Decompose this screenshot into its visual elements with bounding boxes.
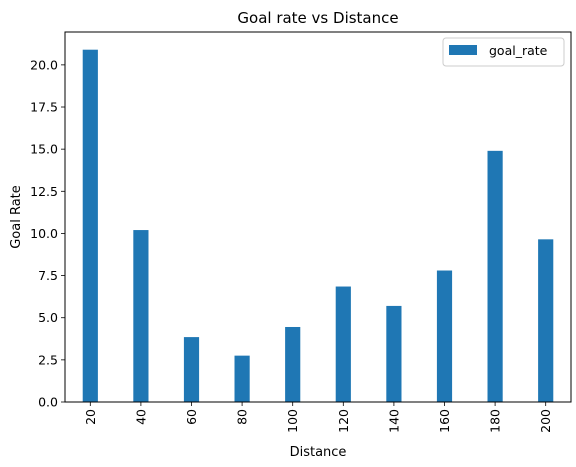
bar-140 bbox=[386, 305, 402, 402]
legend-swatch bbox=[449, 45, 477, 55]
x-tick-label: 200 bbox=[538, 409, 553, 433]
y-tick-label: 7.5 bbox=[38, 268, 58, 283]
x-tick-label: 100 bbox=[285, 409, 300, 433]
bar-80 bbox=[234, 355, 250, 402]
y-tick-label: 2.5 bbox=[38, 352, 58, 367]
legend-label: goal_rate bbox=[489, 43, 548, 58]
y-tick-label: 17.5 bbox=[30, 100, 58, 115]
y-axis-ticks: 0.0 2.5 5.0 7.5 10.0 12.5 15.0 17.5 20.0 bbox=[30, 57, 65, 410]
x-tick-label: 20 bbox=[83, 409, 98, 425]
y-tick-label: 10.0 bbox=[30, 226, 58, 241]
x-tick-label: 140 bbox=[386, 409, 401, 433]
bars-group bbox=[82, 49, 554, 402]
plot-area-frame bbox=[64, 31, 572, 403]
x-axis-ticks: 20 40 60 80 100 120 140 160 180 200 bbox=[83, 402, 553, 433]
x-tick-label: 160 bbox=[437, 409, 452, 433]
x-axis-label: Distance bbox=[290, 445, 347, 460]
bar-40 bbox=[133, 230, 149, 402]
y-tick-label: 12.5 bbox=[30, 184, 58, 199]
y-tick-label: 0.0 bbox=[38, 395, 58, 410]
legend: goal_rate bbox=[442, 37, 565, 67]
x-tick-label: 120 bbox=[336, 409, 351, 433]
bar-160 bbox=[436, 270, 453, 402]
bar-20 bbox=[82, 49, 98, 402]
x-tick-label: 180 bbox=[488, 409, 503, 433]
chart-title: Goal rate vs Distance bbox=[237, 9, 398, 27]
y-tick-label: 15.0 bbox=[30, 142, 58, 157]
x-tick-label: 40 bbox=[133, 409, 148, 425]
bar-60 bbox=[183, 337, 200, 402]
y-tick-label: 5.0 bbox=[38, 310, 58, 325]
y-axis-label: Goal Rate bbox=[9, 185, 24, 249]
bar-100 bbox=[285, 326, 301, 402]
x-tick-label: 60 bbox=[184, 409, 199, 425]
bar-180 bbox=[487, 150, 503, 402]
y-tick-label: 20.0 bbox=[30, 57, 58, 72]
bar-120 bbox=[335, 286, 351, 402]
bar-200 bbox=[538, 239, 554, 402]
x-tick-label: 80 bbox=[235, 409, 250, 425]
